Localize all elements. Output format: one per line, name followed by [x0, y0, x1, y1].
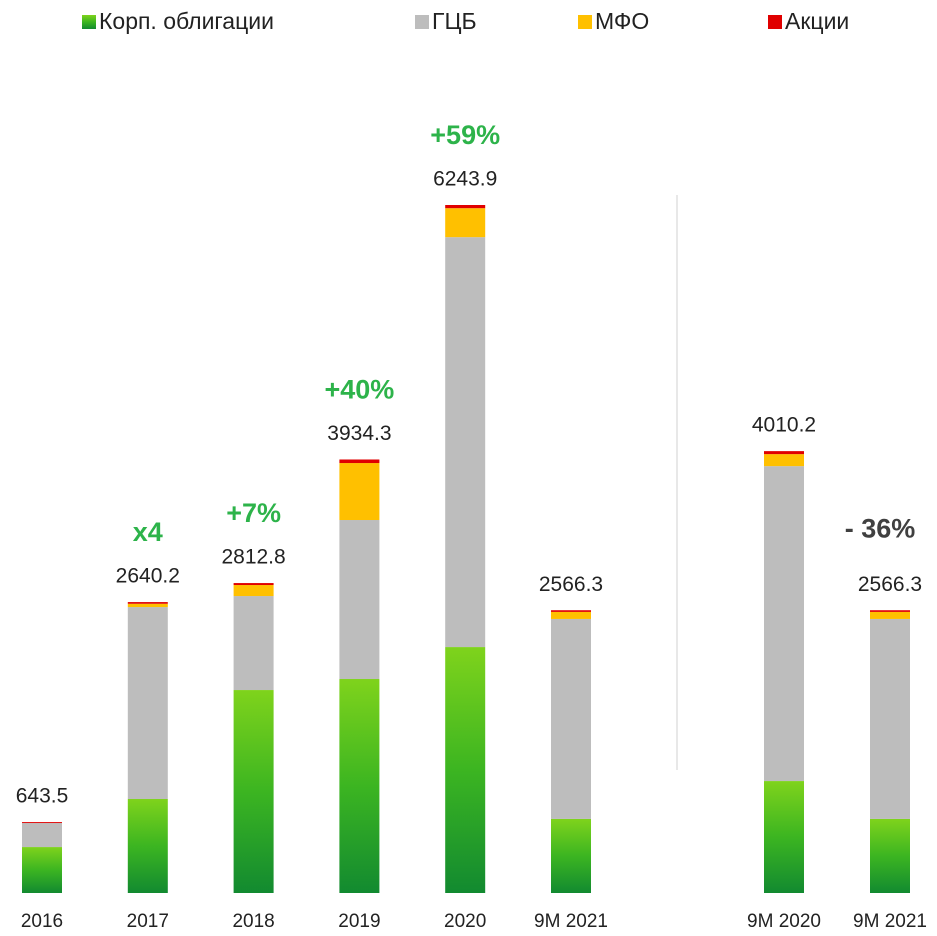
- bar-segment: [870, 618, 910, 819]
- total-label: 2566.3: [539, 573, 603, 596]
- bar-segment: [870, 818, 910, 893]
- bar-segment: [127, 799, 168, 893]
- legend-label: МФО: [595, 8, 649, 34]
- growth-annotation: - 36%: [845, 513, 916, 543]
- x-tick-label: 9M 2020: [747, 911, 821, 932]
- bar-segment: [127, 603, 168, 608]
- legend-label: Акции: [785, 8, 849, 34]
- bar-segment: [551, 611, 591, 619]
- bar-segment: [551, 610, 591, 612]
- bar-segment: [445, 208, 486, 238]
- x-tick-label: 2017: [127, 911, 169, 932]
- x-tick-label: 2016: [21, 911, 63, 932]
- x-tick-label: 9M 2021: [853, 911, 927, 932]
- bar-segment: [870, 610, 910, 612]
- total-label: 6243.9: [433, 168, 497, 191]
- legend-label: Корп. облигации: [99, 8, 274, 34]
- growth-annotation: +59%: [430, 120, 500, 150]
- legend-swatch: [82, 15, 96, 29]
- bar-segment: [339, 520, 380, 680]
- total-label: 4010.2: [752, 414, 816, 437]
- legend-swatch: [578, 15, 592, 29]
- legend-swatch: [768, 15, 782, 29]
- growth-annotation: +7%: [226, 498, 281, 528]
- bar-segment: [233, 583, 274, 586]
- legend-swatch: [415, 15, 429, 29]
- bar-segment: [764, 466, 804, 782]
- total-label: 3934.3: [327, 422, 391, 445]
- bar-segment: [339, 679, 380, 893]
- total-label: 2812.8: [221, 546, 285, 569]
- growth-annotation: +40%: [324, 375, 394, 405]
- bar-segment: [22, 822, 62, 824]
- x-tick-label: 9M 2021: [534, 911, 608, 932]
- x-tick-label: 2018: [232, 911, 274, 932]
- bar-segment: [764, 451, 804, 455]
- bar-segment: [127, 607, 168, 800]
- growth-annotation: x4: [133, 517, 163, 547]
- total-label: 2566.3: [858, 573, 922, 596]
- legend-label: ГЦБ: [432, 8, 477, 34]
- bar-segment: [233, 596, 274, 691]
- total-label: 643.5: [16, 785, 69, 808]
- bar-segment: [233, 585, 274, 597]
- bar-segment: [551, 618, 591, 819]
- total-label: 2640.2: [116, 565, 180, 588]
- bar-segment: [233, 690, 274, 893]
- bar-segment: [127, 602, 168, 604]
- bar-segment: [870, 611, 910, 619]
- bar-segment: [339, 463, 380, 521]
- bar-segment: [22, 823, 62, 848]
- x-tick-label: 2020: [444, 911, 486, 932]
- bar-segment: [339, 459, 380, 464]
- bar-segment: [445, 205, 486, 209]
- x-tick-label: 2019: [338, 911, 380, 932]
- bar-segment: [445, 237, 486, 648]
- bar-segment: [551, 818, 591, 893]
- bar-segment: [445, 647, 486, 893]
- bar-segment: [764, 781, 804, 893]
- bar-segment: [22, 847, 62, 893]
- bar-segment: [764, 454, 804, 467]
